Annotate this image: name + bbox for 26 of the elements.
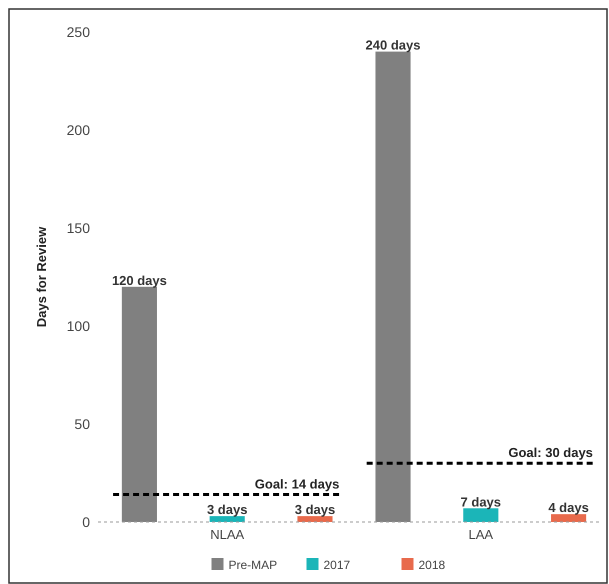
- bar: [122, 286, 157, 522]
- y-tick-label: 250: [66, 24, 90, 40]
- data-label: 3 days: [206, 502, 248, 518]
- y-tick-label: 150: [66, 220, 90, 236]
- data-label: 120 days: [112, 272, 167, 288]
- y-tick-label: 0: [82, 514, 90, 530]
- legend-label: 2017: [324, 558, 351, 572]
- y-axis-title: Days for Review: [34, 226, 49, 328]
- x-tick-label: NLAA: [210, 527, 244, 542]
- data-label: 4 days: [548, 500, 589, 516]
- bar: [463, 508, 498, 522]
- bar: [297, 516, 333, 522]
- legend-label: Pre-MAP: [228, 558, 278, 572]
- data-label: 7 days: [460, 494, 502, 510]
- x-tick-label: LAA: [468, 527, 494, 542]
- ref-line-label: Goal: 30 days: [508, 445, 593, 460]
- ref-line-label: Goal: 14 days: [254, 476, 340, 492]
- y-tick-label: 100: [66, 318, 90, 334]
- data-label: 240 days: [366, 38, 420, 53]
- bar: [210, 516, 245, 522]
- data-label: 3 days: [294, 502, 336, 518]
- bar: [551, 514, 586, 522]
- y-tick-label: 50: [74, 416, 90, 432]
- bar: [375, 52, 411, 522]
- y-tick-label: 200: [66, 122, 90, 138]
- legend-label: 2018: [418, 558, 446, 572]
